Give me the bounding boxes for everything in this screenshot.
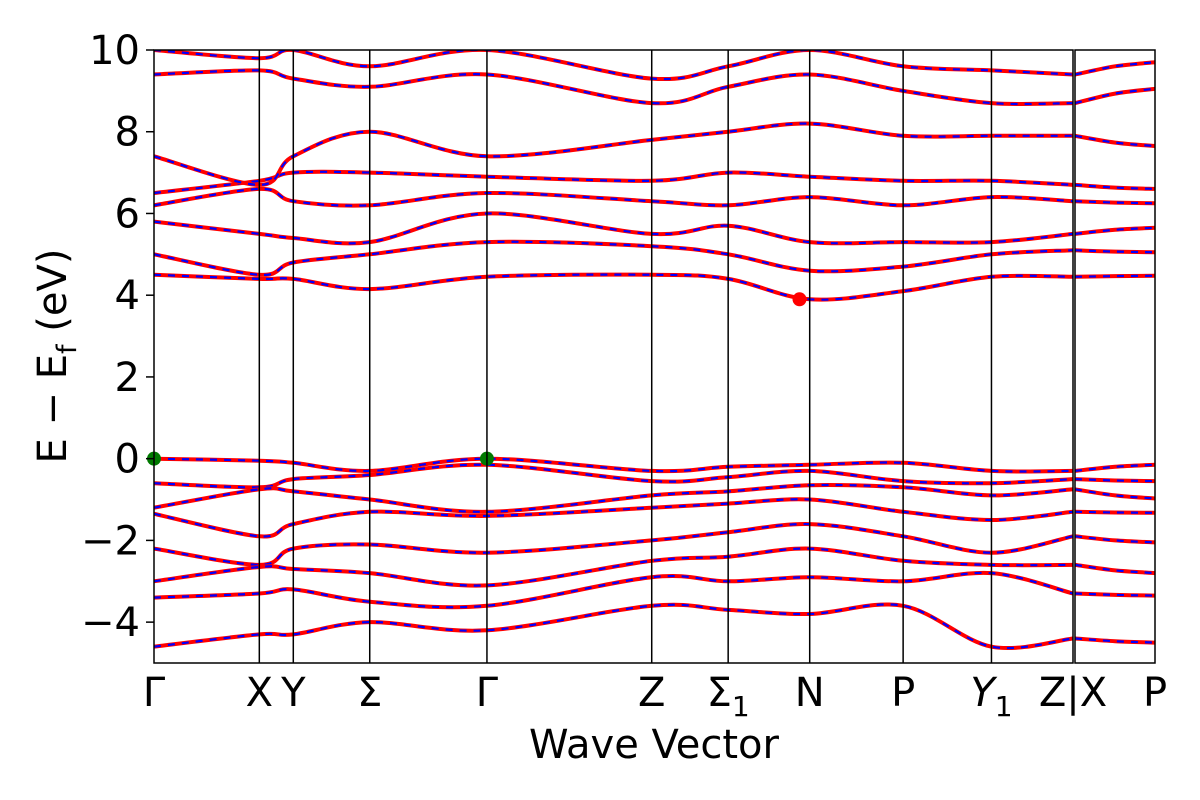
band-line-spin-up bbox=[154, 463, 1073, 489]
band-line-spin-up bbox=[154, 547, 1073, 587]
y-tick-label: −4 bbox=[81, 600, 140, 646]
band-line-spin-down bbox=[1075, 591, 1155, 598]
band-line-spin-down bbox=[1075, 509, 1155, 515]
band-line-spin-down bbox=[154, 121, 1073, 187]
band-line-spin-down bbox=[1075, 225, 1155, 236]
band-line-spin-down bbox=[1075, 60, 1155, 77]
cbm-marker bbox=[792, 292, 807, 307]
y-axis-label: E − Ef (eV) bbox=[30, 249, 83, 464]
band-line-spin-up bbox=[154, 240, 1073, 276]
band-line-spin-up bbox=[154, 122, 1073, 187]
band-line-spin-up bbox=[154, 212, 1073, 245]
x-tick-label: Y bbox=[280, 670, 306, 716]
band-line-spin-up bbox=[1075, 563, 1155, 575]
x-tick-label: Y1 bbox=[970, 670, 1012, 723]
band-line-spin-up bbox=[1075, 183, 1155, 190]
band-line-spin-down bbox=[154, 239, 1073, 277]
band-line-spin-down bbox=[154, 482, 1073, 514]
band-line-spin-down bbox=[154, 68, 1073, 107]
band-line-spin-up bbox=[1075, 226, 1155, 235]
band-line-spin-down bbox=[154, 50, 1073, 82]
x-tick-label: X bbox=[246, 670, 273, 716]
band-line-spin-down bbox=[1075, 182, 1155, 191]
band-line-spin-up bbox=[1075, 274, 1155, 278]
band-line-spin-down bbox=[1075, 86, 1155, 106]
band-line-spin-up bbox=[1075, 463, 1155, 472]
band-line-spin-up bbox=[154, 483, 1073, 513]
band-line-spin-down bbox=[1075, 636, 1155, 645]
band-line-spin-down bbox=[1075, 273, 1155, 279]
band-line-spin-down bbox=[1075, 487, 1155, 501]
band-line-spin-up bbox=[154, 69, 1073, 106]
band-line-spin-down bbox=[1075, 462, 1155, 473]
band-line-spin-up bbox=[154, 571, 1073, 609]
band-line-spin-up bbox=[1075, 200, 1155, 205]
plot-area bbox=[147, 50, 1155, 651]
band-line-spin-up bbox=[154, 457, 1073, 473]
x-tick-label: Σ1 bbox=[707, 670, 750, 723]
x-tick-label: Γ bbox=[476, 670, 499, 716]
x-axis-label: Wave Vector bbox=[529, 722, 780, 768]
band-line-spin-up bbox=[1075, 134, 1155, 148]
band-line-spin-down bbox=[154, 272, 1073, 302]
y-tick-label: 6 bbox=[115, 191, 140, 237]
main-axes-frame bbox=[153, 49, 1074, 664]
band-line-spin-down bbox=[1075, 534, 1155, 545]
band-line-spin-down bbox=[154, 497, 1073, 539]
band-line-spin-up bbox=[1075, 637, 1155, 644]
band-line-spin-up bbox=[154, 273, 1073, 301]
band-line-spin-up bbox=[1075, 478, 1155, 483]
band-line-spin-up bbox=[1075, 592, 1155, 597]
y-tick-label: 4 bbox=[115, 273, 140, 319]
band-line-spin-up bbox=[1075, 87, 1155, 105]
x-tick-label: Γ bbox=[143, 670, 166, 716]
band-line-spin-down bbox=[1075, 562, 1155, 576]
x-tick-label: Σ bbox=[357, 670, 382, 716]
band-line-spin-up bbox=[154, 498, 1073, 538]
y-tick-label: 10 bbox=[89, 28, 140, 74]
band-line-spin-down bbox=[154, 169, 1073, 195]
band-line-spin-down bbox=[154, 186, 1073, 208]
band-line-spin-up bbox=[1075, 535, 1155, 544]
x-tick-label: N bbox=[795, 670, 825, 716]
band-line-spin-down bbox=[1075, 133, 1155, 148]
band-line-spin-down bbox=[1075, 477, 1155, 484]
band-line-spin-up bbox=[1075, 488, 1155, 500]
y-tick-label: 0 bbox=[115, 437, 140, 483]
band-line-spin-up bbox=[1075, 61, 1155, 76]
y-tick-label: 2 bbox=[115, 355, 140, 401]
y-tick-label: 8 bbox=[115, 110, 140, 156]
tail-axes-frame bbox=[1074, 49, 1156, 664]
band-line-spin-up bbox=[154, 522, 1073, 567]
band-line-spin-down bbox=[1075, 199, 1155, 206]
band-line-spin-up bbox=[1075, 249, 1155, 254]
y-tick-label: −2 bbox=[81, 518, 140, 564]
x-tick-label: P bbox=[1143, 670, 1167, 716]
band-line-spin-up bbox=[1075, 510, 1155, 514]
band-line-spin-down bbox=[1075, 248, 1155, 255]
band-line-spin-up bbox=[154, 50, 1073, 81]
band-line-spin-down bbox=[154, 456, 1073, 474]
band-line-spin-up bbox=[154, 170, 1073, 195]
x-tick-label: Z bbox=[638, 670, 665, 716]
axes: Γ X Y Σ Γ Z Σ1 N P Y1 Z|X P 10 8 6 4 2 0 −2 −4 bbox=[81, 28, 1167, 723]
band-line-spin-up bbox=[154, 603, 1073, 650]
x-tick-label: P bbox=[891, 670, 915, 716]
x-tick-label: Z|X bbox=[1039, 670, 1107, 716]
